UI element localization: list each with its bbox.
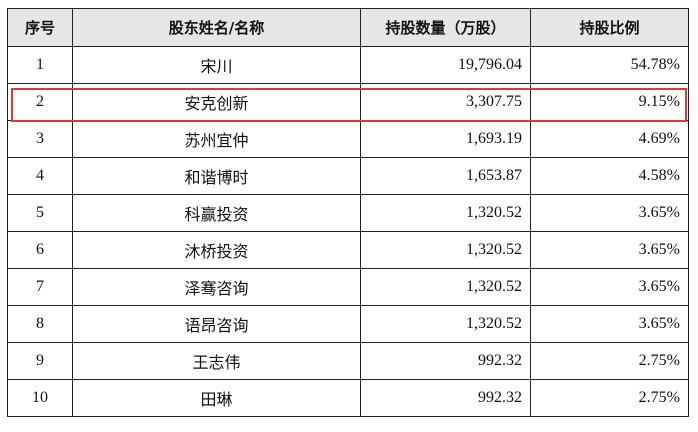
table-row: 9 王志伟 992.32 2.75%	[7, 342, 689, 380]
table-cell: 王志伟	[72, 342, 361, 380]
table-cell: 9.15%	[530, 83, 689, 121]
table-cell: 8	[7, 305, 73, 343]
table-cell: 科赢投资	[72, 194, 361, 232]
table-cell: 4.58%	[530, 157, 689, 195]
table-cell: 沐桥投资	[72, 231, 361, 269]
table-cell: 和谐博时	[72, 157, 361, 195]
table-cell: 1,320.52	[360, 305, 531, 343]
table-row: 8 语昂咨询 1,320.52 3.65%	[7, 305, 689, 343]
shareholder-table: 序号 股东姓名/名称 持股数量（万股） 持股比例 1 宋川 19,796.04 54.78%…	[7, 8, 689, 417]
table-cell: 3.65%	[530, 231, 689, 269]
table-cell: 2.75%	[530, 342, 689, 380]
table-cell: 6	[7, 231, 73, 269]
table-cell: 宋川	[72, 46, 361, 84]
table-cell: 3,307.75	[360, 83, 531, 121]
table-row: 10 田琳 992.32 2.75%	[7, 379, 689, 417]
header-cell: 持股比例	[530, 8, 689, 47]
table-cell: 992.32	[360, 379, 531, 417]
table-cell: 1,320.52	[360, 268, 531, 306]
table-cell: 田琳	[72, 379, 361, 417]
table-cell: 4	[7, 157, 73, 195]
table-cell: 泽骞咨询	[72, 268, 361, 306]
header-cell: 序号	[7, 8, 73, 47]
table-cell: 10	[7, 379, 73, 417]
table-row: 4 和谐博时 1,653.87 4.58%	[7, 157, 689, 195]
table-cell: 3.65%	[530, 194, 689, 232]
table-cell: 9	[7, 342, 73, 380]
table-cell: 3.65%	[530, 268, 689, 306]
table-cell: 54.78%	[530, 46, 689, 84]
table-cell: 语昂咨询	[72, 305, 361, 343]
table-cell: 1,320.52	[360, 231, 531, 269]
table-cell: 安克创新	[72, 83, 361, 121]
table-cell: 992.32	[360, 342, 531, 380]
table-cell: 1,693.19	[360, 120, 531, 158]
table-row: 2 安克创新 3,307.75 9.15%	[7, 83, 689, 121]
table-cell: 7	[7, 268, 73, 306]
table-row: 6 沐桥投资 1,320.52 3.65%	[7, 231, 689, 269]
header-cell: 持股数量（万股）	[360, 8, 531, 47]
table-row: 1 宋川 19,796.04 54.78%	[7, 46, 689, 84]
table-row: 3 苏州宜仲 1,693.19 4.69%	[7, 120, 689, 158]
table-cell: 1,320.52	[360, 194, 531, 232]
table-cell: 2	[7, 83, 73, 121]
table-cell: 苏州宜仲	[72, 120, 361, 158]
table-cell: 5	[7, 194, 73, 232]
table-row: 5 科赢投资 1,320.52 3.65%	[7, 194, 689, 232]
table-cell: 3.65%	[530, 305, 689, 343]
table-cell: 2.75%	[530, 379, 689, 417]
header-row: 序号 股东姓名/名称 持股数量（万股） 持股比例	[7, 8, 689, 47]
table-cell: 19,796.04	[360, 46, 531, 84]
table-cell: 4.69%	[530, 120, 689, 158]
table-cell: 3	[7, 120, 73, 158]
table-cell: 1	[7, 46, 73, 84]
table-body: 1 宋川 19,796.04 54.78% 2 安克创新 3,307.75 9.15% 3 苏州宜…	[7, 46, 689, 417]
header-cell: 股东姓名/名称	[72, 8, 361, 47]
table-row: 7 泽骞咨询 1,320.52 3.65%	[7, 268, 689, 306]
table-cell: 1,653.87	[360, 157, 531, 195]
